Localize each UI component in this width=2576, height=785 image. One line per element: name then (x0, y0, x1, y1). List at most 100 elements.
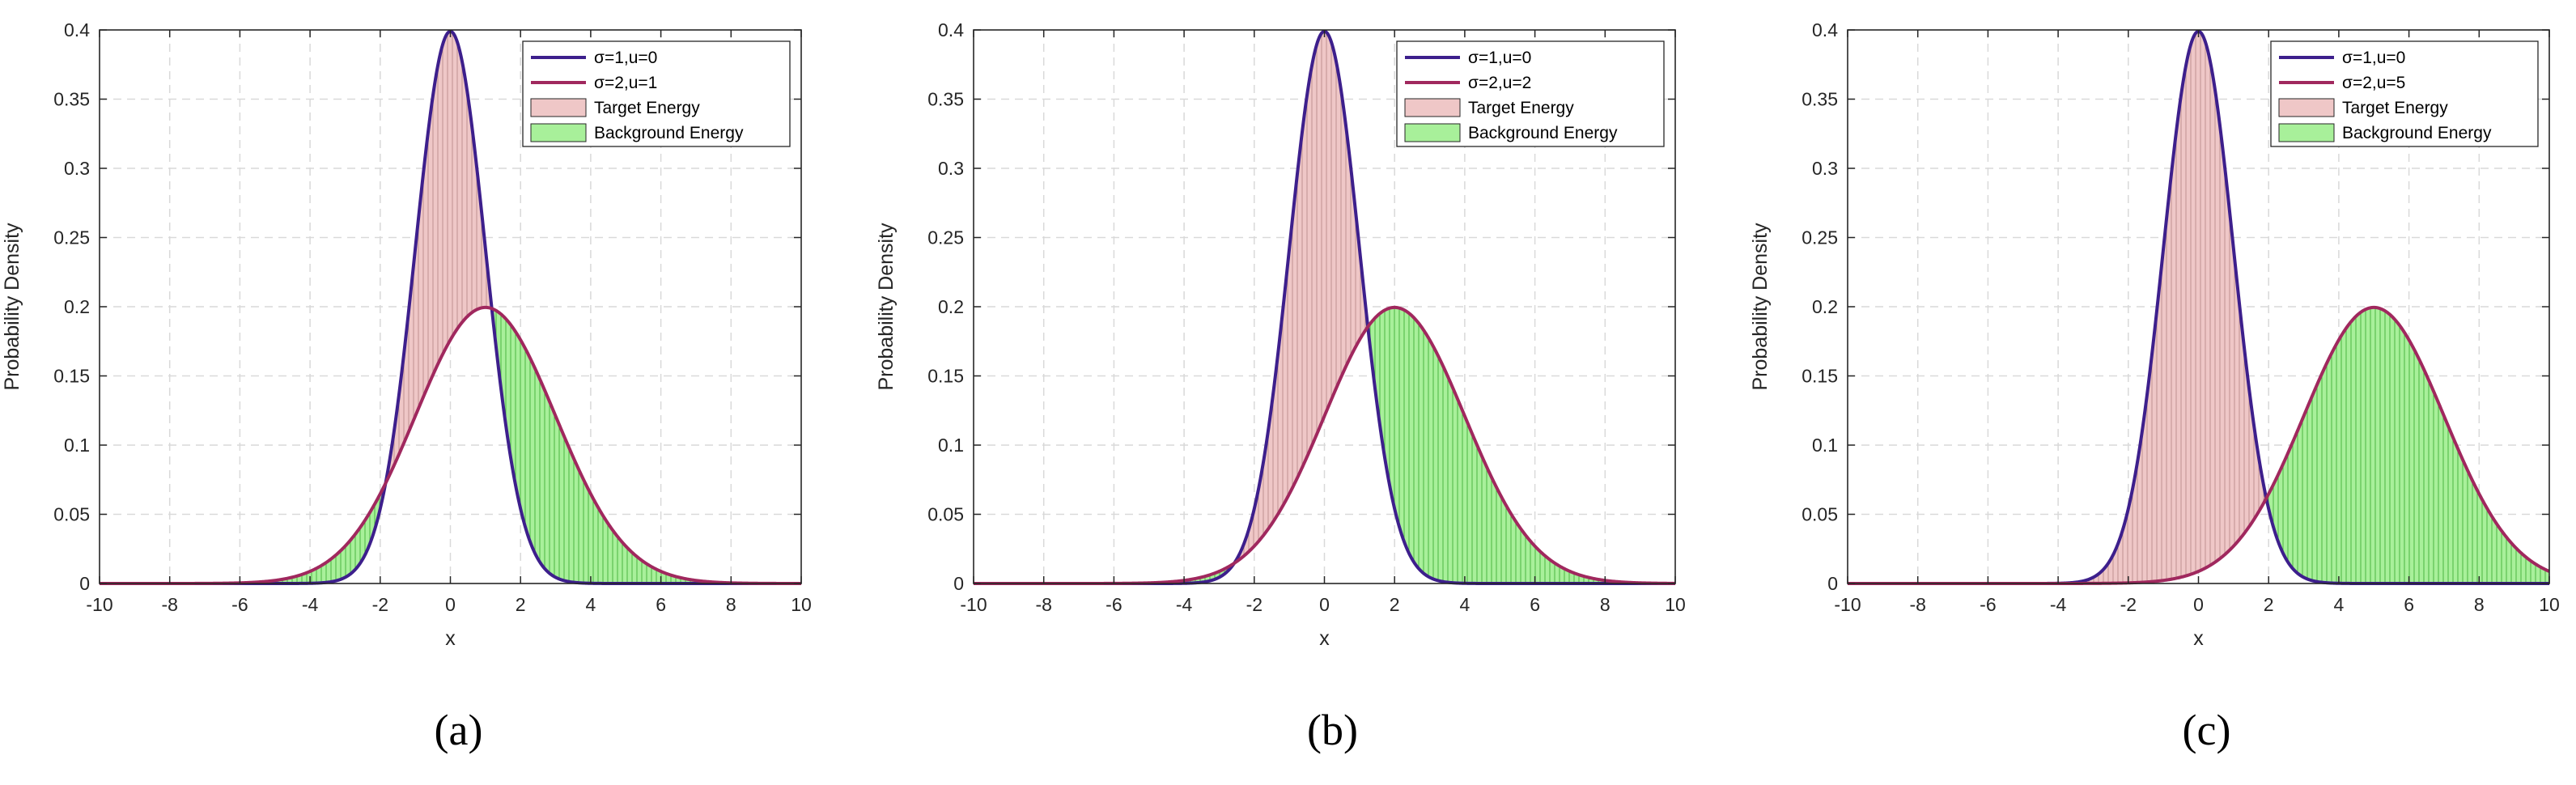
y-tick-label: 0.25 (927, 227, 964, 248)
x-tick-label: 0 (1319, 594, 1330, 615)
y-tick-label: 0.4 (64, 19, 90, 40)
x-tick-label: -10 (1834, 594, 1861, 615)
y-tick-label: 0.1 (938, 435, 964, 456)
legend-entry-target-energy-label: Target Energy (2342, 99, 2448, 117)
x-tick-label: -4 (2050, 594, 2067, 615)
x-tick-label: 2 (516, 594, 526, 615)
x-tick-label: 6 (2404, 594, 2414, 615)
y-tick-label: 0.15 (927, 366, 964, 387)
legend-entry-target-energy-swatch (2278, 98, 2335, 117)
x-tick-label: -4 (302, 594, 319, 615)
target-energy-region (1234, 31, 1368, 563)
y-tick-label: 0.2 (64, 296, 90, 317)
legend-entry-target-energy-label: Target Energy (594, 99, 700, 117)
legend-entry-background-energy-label: Background Energy (2342, 124, 2492, 142)
y-tick-label: 0.25 (53, 227, 90, 248)
y-tick-label: 0.3 (64, 158, 90, 179)
y-tick-label: 0.05 (1802, 504, 1838, 525)
y-tick-label: 0 (79, 573, 90, 594)
y-tick-label: 0.15 (53, 366, 90, 387)
x-axis-label: x (1319, 627, 1330, 650)
x-tick-label: 10 (791, 594, 812, 615)
chart-panel-a: -10 -8 -6 -4 -2 0 2 4 6 8 10 0 0.05 0.1 0.15 0.2 0.25 0.3… (1, 19, 812, 754)
x-tick-label: -10 (960, 594, 987, 615)
y-tick-label: 0.05 (53, 504, 90, 525)
x-tick-label: 2 (1390, 594, 1400, 615)
x-tick-label: 0 (445, 594, 456, 615)
legend-entry-series-2-label: σ=2,u=1 (594, 74, 657, 92)
panel-caption: (b) (1307, 706, 1358, 754)
background-energy-region (1848, 307, 2549, 583)
x-tick-label: -4 (1176, 594, 1193, 615)
y-tick-label: 0.4 (1812, 19, 1838, 40)
legend-entry-target-energy-swatch (530, 98, 587, 117)
legend: σ=1,u=0 σ=2,u=1 Target Energy Background En… (522, 40, 791, 147)
y-tick-label: 0.2 (938, 296, 964, 317)
x-tick-label: 0 (2193, 594, 2204, 615)
legend-entry-target-energy-swatch (1404, 98, 1461, 117)
x-tick-label: 4 (2334, 594, 2345, 615)
y-tick-label: 0.1 (1812, 435, 1838, 456)
legend-entry-background-energy-label: Background Energy (594, 124, 744, 142)
x-tick-label: 4 (586, 594, 596, 615)
y-tick-label: 0 (1827, 573, 1838, 594)
x-tick-label: -2 (372, 594, 388, 615)
y-tick-label: 0.35 (53, 89, 90, 110)
legend-entry-background-energy-label: Background Energy (1468, 124, 1618, 142)
x-tick-label: 10 (1665, 594, 1686, 615)
x-tick-label: -8 (1035, 594, 1051, 615)
legend-entry-series-1-label: σ=1,u=0 (1468, 49, 1531, 67)
legend-entry-series-1-label: σ=1,u=0 (594, 49, 657, 67)
panel-caption: (a) (435, 706, 483, 754)
y-axis-label: Probability Density (1, 223, 23, 391)
chart-panel-b: -10 -8 -6 -4 -2 0 2 4 6 8 10 0 0.05 0.1 0.15 0.2 0.25 0.3… (875, 19, 1686, 754)
legend-entry-series-2-label: σ=2,u=5 (2342, 74, 2405, 92)
y-tick-label: 0.05 (927, 504, 964, 525)
x-tick-label: -10 (86, 594, 112, 615)
y-tick-label: 0.4 (938, 19, 964, 40)
y-tick-label: 0.3 (938, 158, 964, 179)
x-tick-label: 6 (656, 594, 666, 615)
x-tick-label: 4 (1460, 594, 1470, 615)
legend-entry-background-energy-swatch (530, 123, 587, 142)
x-tick-label: -6 (1106, 594, 1122, 615)
y-tick-label: 0.35 (1802, 89, 1838, 110)
x-tick-label: 8 (1600, 594, 1611, 615)
x-tick-label: 8 (2474, 594, 2485, 615)
y-axis-label: Probability Density (875, 223, 898, 391)
x-tick-label: -2 (1246, 594, 1263, 615)
y-tick-label: 0.2 (1812, 296, 1838, 317)
legend: σ=1,u=0 σ=2,u=5 Target Energy Background En… (2270, 40, 2539, 147)
y-tick-label: 0.25 (1802, 227, 1838, 248)
x-axis-label: x (445, 627, 456, 650)
y-tick-label: 0.35 (927, 89, 964, 110)
x-tick-label: -8 (1909, 594, 1925, 615)
legend-entry-target-energy-label: Target Energy (1468, 99, 1574, 117)
legend-entry-series-1-label: σ=1,u=0 (2342, 49, 2405, 67)
y-tick-label: 0.15 (1802, 366, 1838, 387)
panel-caption: (c) (2183, 706, 2231, 754)
x-axis-label: x (2193, 627, 2204, 650)
x-tick-label: -2 (2120, 594, 2137, 615)
x-tick-label: -6 (1980, 594, 1996, 615)
x-tick-label: -6 (231, 594, 248, 615)
legend-entry-background-energy-swatch (2278, 123, 2335, 142)
target-energy-region (386, 31, 492, 482)
y-tick-label: 0 (953, 573, 964, 594)
y-tick-label: 0.3 (1812, 158, 1838, 179)
legend-entry-background-energy-swatch (1404, 123, 1461, 142)
x-tick-label: -8 (161, 594, 177, 615)
legend-entry-series-2-label: σ=2,u=2 (1468, 74, 1531, 92)
x-tick-label: 6 (1530, 594, 1540, 615)
y-axis-label: Probability Density (1749, 223, 1772, 391)
x-tick-label: 8 (726, 594, 736, 615)
x-tick-label: 10 (2539, 594, 2560, 615)
x-tick-label: 2 (2264, 594, 2274, 615)
y-tick-label: 0.1 (64, 435, 90, 456)
chart-panel-c: -10 -8 -6 -4 -2 0 2 4 6 8 10 0 0.05 0.1 0.15 0.2 0.25 0.3… (1749, 19, 2560, 754)
target-energy-region (2014, 31, 2266, 584)
legend: σ=1,u=0 σ=2,u=2 Target Energy Background En… (1396, 40, 1665, 147)
background-energy-region (974, 307, 1675, 583)
